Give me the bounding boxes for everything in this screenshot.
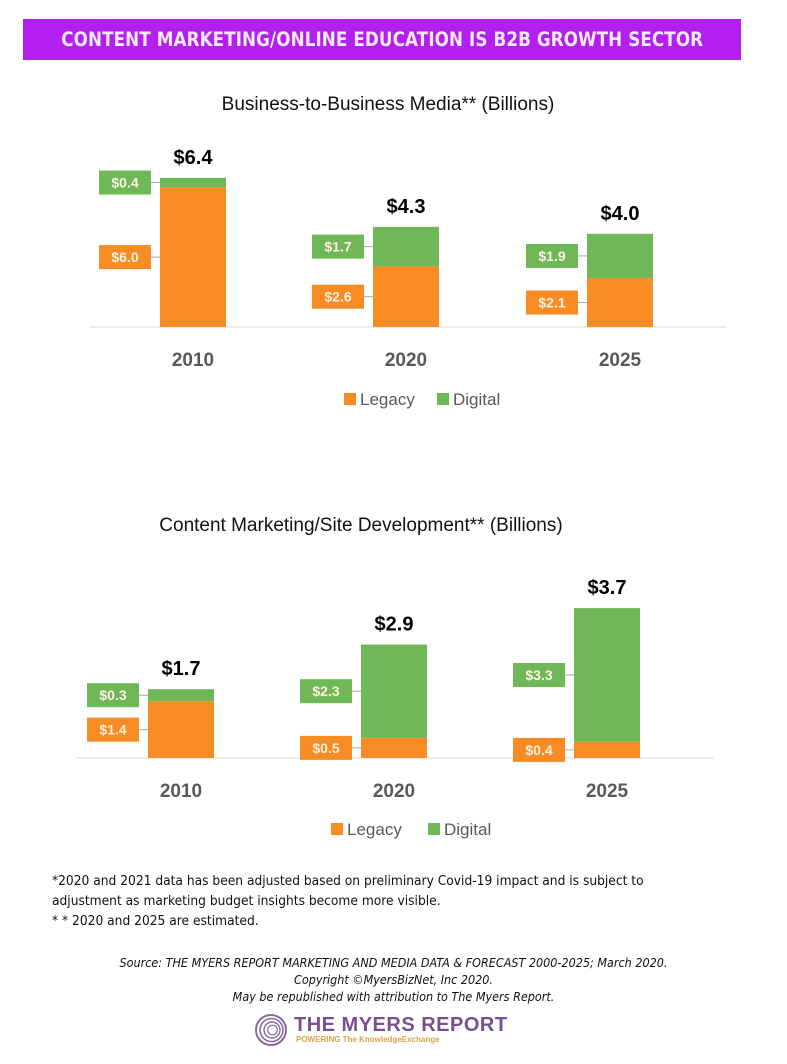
data-label-legacy-2025: $2.1 (538, 295, 565, 311)
data-label-digital-2020: $1.7 (324, 239, 351, 255)
data-label-digital-2010: $0.3 (99, 687, 126, 703)
legend-swatch-legacy (331, 823, 343, 835)
total-label-2020: $2.9 (375, 614, 414, 636)
data-label-box-legacy-2010 (87, 717, 139, 742)
footnote-2: * * 2020 and 2025 are estimated. (52, 914, 259, 929)
data-label-box-legacy-2025 (513, 737, 565, 762)
data-label-box-legacy-2020 (312, 284, 364, 309)
chart-title: Content Marketing/Site Development** (Bi… (159, 515, 562, 536)
bar-legacy-2020 (373, 266, 439, 327)
data-label-box-digital-2020 (300, 679, 352, 704)
total-label-2020: $4.3 (387, 196, 426, 218)
bar-digital-2010 (160, 177, 226, 188)
data-label-legacy-2010: $6.0 (111, 249, 138, 265)
bar-digital-2025 (574, 608, 640, 742)
banner-title: CONTENT MARKETING/ONLINE EDUCATION IS B2… (61, 28, 703, 51)
data-label-digital-2025: $3.3 (525, 667, 552, 683)
bar-legacy-2025 (574, 741, 640, 758)
legend-swatch-legacy (344, 393, 356, 405)
data-label-digital-2025: $1.9 (538, 248, 565, 264)
x-tick-label-2010: 2010 (172, 350, 214, 371)
data-label-legacy-2020: $2.6 (324, 289, 351, 305)
legend-label-legacy: Legacy (360, 390, 415, 409)
bar-digital-2020 (373, 226, 439, 267)
data-label-legacy-2010: $1.4 (99, 722, 126, 738)
x-tick-label-2025: 2025 (599, 350, 642, 371)
logo-tagline: POWERING The KnowledgeExchange (296, 1035, 440, 1044)
data-label-legacy-2025: $0.4 (525, 742, 552, 758)
total-label-2025: $4.0 (601, 203, 640, 225)
data-label-box-digital-2025 (513, 662, 565, 687)
chart-b2b-media: Business-to-Business Media** (Billions) $… (90, 94, 726, 409)
legend-swatch-digital (428, 823, 440, 835)
bar-legacy-2020 (361, 737, 427, 758)
bar-legacy-2010 (148, 701, 214, 758)
data-label-box-digital-2020 (312, 234, 364, 259)
attribution-line: May be republished with attribution to T… (232, 990, 555, 1004)
data-label-box-legacy-2025 (526, 290, 578, 315)
bar-legacy-2010 (160, 187, 226, 327)
footnote-1b: adjustment as marketing budget insights … (52, 894, 441, 909)
logo-name: THE MYERS REPORT (294, 1014, 508, 1036)
concentric-ring-logo-icon (254, 1013, 288, 1047)
data-label-box-legacy-2020 (300, 735, 352, 760)
total-label-2010: $1.7 (162, 658, 201, 680)
x-tick-label-2025: 2025 (586, 781, 629, 802)
copyright-line: Copyright ©MyersBizNet, Inc 2020. (294, 973, 493, 987)
footnotes: *2020 and 2021 data has been adjusted ba… (52, 872, 752, 932)
total-label-2025: $3.7 (588, 577, 627, 599)
data-label-digital-2010: $0.4 (111, 175, 138, 191)
legend-label-digital: Digital (453, 390, 500, 409)
bar-legacy-2025 (587, 278, 653, 327)
source-line: Source: THE MYERS REPORT MARKETING AND M… (119, 956, 668, 970)
data-label-box-digital-2010 (87, 683, 139, 708)
chart-content-marketing: Content Marketing/Site Development** (Bi… (76, 515, 714, 839)
total-label-2010: $6.4 (174, 147, 214, 169)
data-label-legacy-2020: $0.5 (312, 740, 339, 756)
data-label-box-legacy-2010 (99, 245, 151, 270)
legend-swatch-digital (437, 393, 449, 405)
x-tick-label-2020: 2020 (373, 781, 415, 802)
chart-title: Business-to-Business Media** (Billions) (222, 94, 555, 115)
data-label-box-digital-2025 (526, 243, 578, 268)
data-label-box-digital-2010 (99, 170, 151, 195)
bar-digital-2010 (148, 689, 214, 702)
data-label-digital-2020: $2.3 (312, 683, 339, 699)
x-tick-label-2010: 2010 (160, 781, 202, 802)
footnote-1a: *2020 and 2021 data has been adjusted ba… (52, 874, 644, 889)
header-banner: CONTENT MARKETING/ONLINE EDUCATION IS B2… (23, 19, 741, 60)
legend-label-digital: Digital (444, 820, 491, 839)
x-tick-label-2020: 2020 (385, 350, 427, 371)
legend-label-legacy: Legacy (347, 820, 402, 839)
bar-digital-2025 (587, 233, 653, 279)
source-block: Source: THE MYERS REPORT MARKETING AND M… (0, 955, 787, 1006)
bar-digital-2020 (361, 644, 427, 738)
myers-report-logo: THE MYERS REPORT POWERING The KnowledgeE… (254, 1010, 508, 1050)
